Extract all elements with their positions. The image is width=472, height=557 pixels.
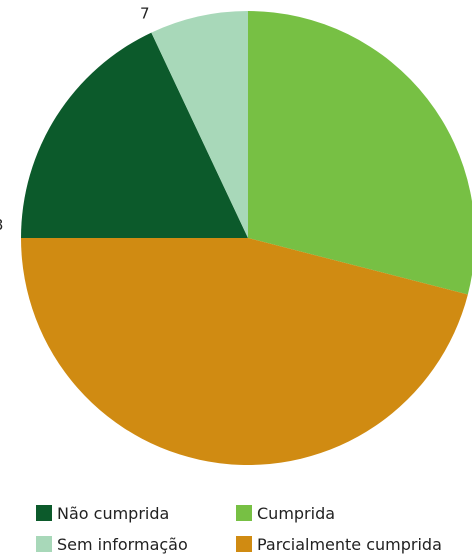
legend-label: Sem informação	[57, 534, 188, 554]
legend-item-nao-cumprida: Não cumprida	[36, 502, 236, 524]
legend-item-sem-informacao: Sem informação	[36, 533, 236, 555]
pie-chart: 2946187	[0, 0, 472, 465]
legend-item-cumprida: Cumprida	[236, 502, 456, 524]
chart-legend: Não cumprida Cumprida Sem informação Parcia…	[36, 502, 472, 555]
pie-slices	[21, 10, 472, 465]
data-label-nao-cumprida: 18	[0, 216, 3, 234]
pie-slice-parcialmente-cumprida	[21, 238, 468, 465]
legend-swatch	[36, 536, 52, 552]
legend-swatch	[236, 536, 252, 552]
pie-slice-cumprida	[248, 11, 472, 295]
legend-label: Não cumprida	[57, 503, 170, 523]
legend-item-parcialmente-cumprida: Parcialmente cumprida	[236, 533, 456, 555]
legend-swatch	[236, 505, 252, 521]
legend-label: Parcialmente cumprida	[257, 534, 442, 554]
data-label-sem-informacao: 7	[140, 5, 150, 23]
pie-slice-nao-cumprida	[21, 32, 248, 238]
legend-swatch	[36, 505, 52, 521]
data-label-cumprida: 29	[251, 0, 270, 2]
legend-label: Cumprida	[257, 503, 336, 523]
pie-slice-sem-informacao	[151, 10, 248, 238]
pie-data-labels: 2946187	[0, 0, 270, 234]
